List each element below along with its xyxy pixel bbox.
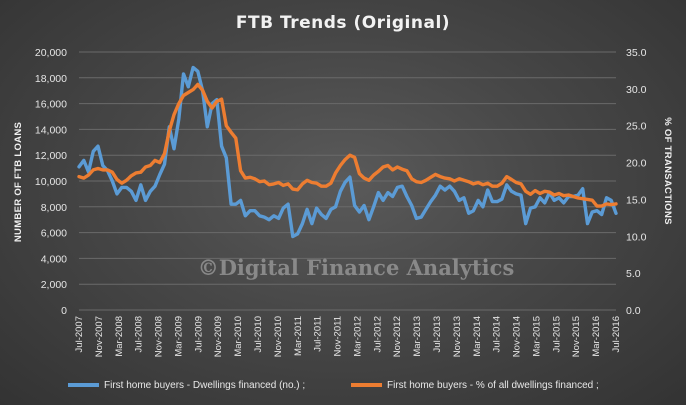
right-axis-title: % OF TRANSACTIONS — [662, 117, 673, 225]
x-tick-label: Nov-2015 — [571, 316, 582, 357]
x-tick-label: Mar-2013 — [412, 316, 423, 357]
right-tick-label: 20.0 — [626, 158, 647, 170]
left-tick-label: 18,000 — [35, 73, 67, 85]
legend-label-dwellings: First home buyers - Dwellings financed (… — [104, 380, 305, 391]
x-tick-label: Mar-2014 — [472, 316, 483, 357]
left-tick-label: 10,000 — [35, 176, 67, 188]
legend: First home buyers - Dwellings financed (… — [68, 380, 599, 391]
left-tick-label: 12,000 — [35, 150, 67, 162]
x-tick-label: Jul-2008 — [134, 316, 145, 352]
x-tick-label: Jul-2016 — [611, 316, 622, 352]
x-tick-label: Nov-2008 — [154, 316, 165, 357]
x-tick-label: Nov-2013 — [452, 316, 463, 357]
right-tick-label: 5.0 — [626, 268, 641, 280]
x-tick-label: Jul-2014 — [492, 316, 503, 352]
x-tick-label: Nov-2009 — [213, 316, 224, 357]
watermark-text: ©Digital Finance Analytics — [198, 255, 515, 280]
left-tick-label: 14,000 — [35, 124, 67, 136]
x-tick-label: Nov-2014 — [512, 316, 523, 357]
x-tick-label: Nov-2010 — [273, 316, 284, 357]
right-tick-label: 35.0 — [626, 47, 647, 59]
series-line-dwellings — [77, 65, 618, 239]
chart-title: FTB Trends (Original) — [236, 13, 450, 33]
x-tick-label: Jul-2011 — [313, 316, 324, 352]
x-tick-label: Nov-2007 — [94, 316, 105, 357]
x-axis: Jul-2007 Nov-2007 Mar-2008 Jul-2008 Nov-2008… — [74, 316, 622, 357]
left-tick-label: 6,000 — [41, 228, 67, 240]
right-tick-label: 25.0 — [626, 121, 647, 133]
x-tick-label: Mar-2012 — [352, 316, 363, 357]
x-tick-label: Mar-2008 — [114, 316, 125, 357]
right-y-axis: 0.0 5.0 10.0 15.0 20.0 25.0 30.0 35.0 — [626, 47, 647, 317]
x-tick-label: Mar-2016 — [591, 316, 602, 357]
right-tick-label: 10.0 — [626, 231, 647, 243]
right-tick-label: 15.0 — [626, 194, 647, 206]
x-tick-label: Mar-2010 — [233, 316, 244, 357]
x-tick-label: Jul-2013 — [432, 316, 443, 352]
x-tick-label: Jul-2012 — [372, 316, 383, 352]
right-tick-label: 0.0 — [626, 305, 641, 317]
x-tick-label: Mar-2011 — [293, 316, 304, 356]
left-y-axis: 0 2,000 4,000 6,000 8,000 10,000 12,000 14,000 1… — [35, 47, 67, 317]
x-tick-label: Jul-2009 — [193, 316, 204, 352]
left-tick-label: 20,000 — [35, 47, 67, 59]
left-tick-label: 2,000 — [41, 279, 67, 291]
x-tick-label: Jul-2007 — [74, 316, 85, 352]
x-tick-label: Jul-2010 — [253, 316, 264, 352]
right-tick-label: 30.0 — [626, 84, 647, 96]
x-tick-label: Mar-2015 — [531, 316, 542, 357]
series-lines — [77, 65, 618, 239]
left-tick-label: 8,000 — [41, 202, 67, 214]
legend-label-percent: First home buyers - % of all dwellings f… — [387, 380, 599, 391]
x-tick-label: Nov-2012 — [392, 316, 403, 357]
x-tick-label: Nov-2011 — [333, 316, 344, 357]
x-tick-label: Mar-2009 — [173, 316, 184, 357]
left-tick-label: 4,000 — [41, 253, 67, 265]
left-axis-title: NUMBER OF FTB LOANS — [13, 122, 24, 242]
series-line-percent — [77, 82, 618, 208]
x-tick-label: Jul-2015 — [551, 316, 562, 352]
left-tick-label: 16,000 — [35, 99, 67, 111]
left-tick-label: 0 — [61, 305, 67, 317]
